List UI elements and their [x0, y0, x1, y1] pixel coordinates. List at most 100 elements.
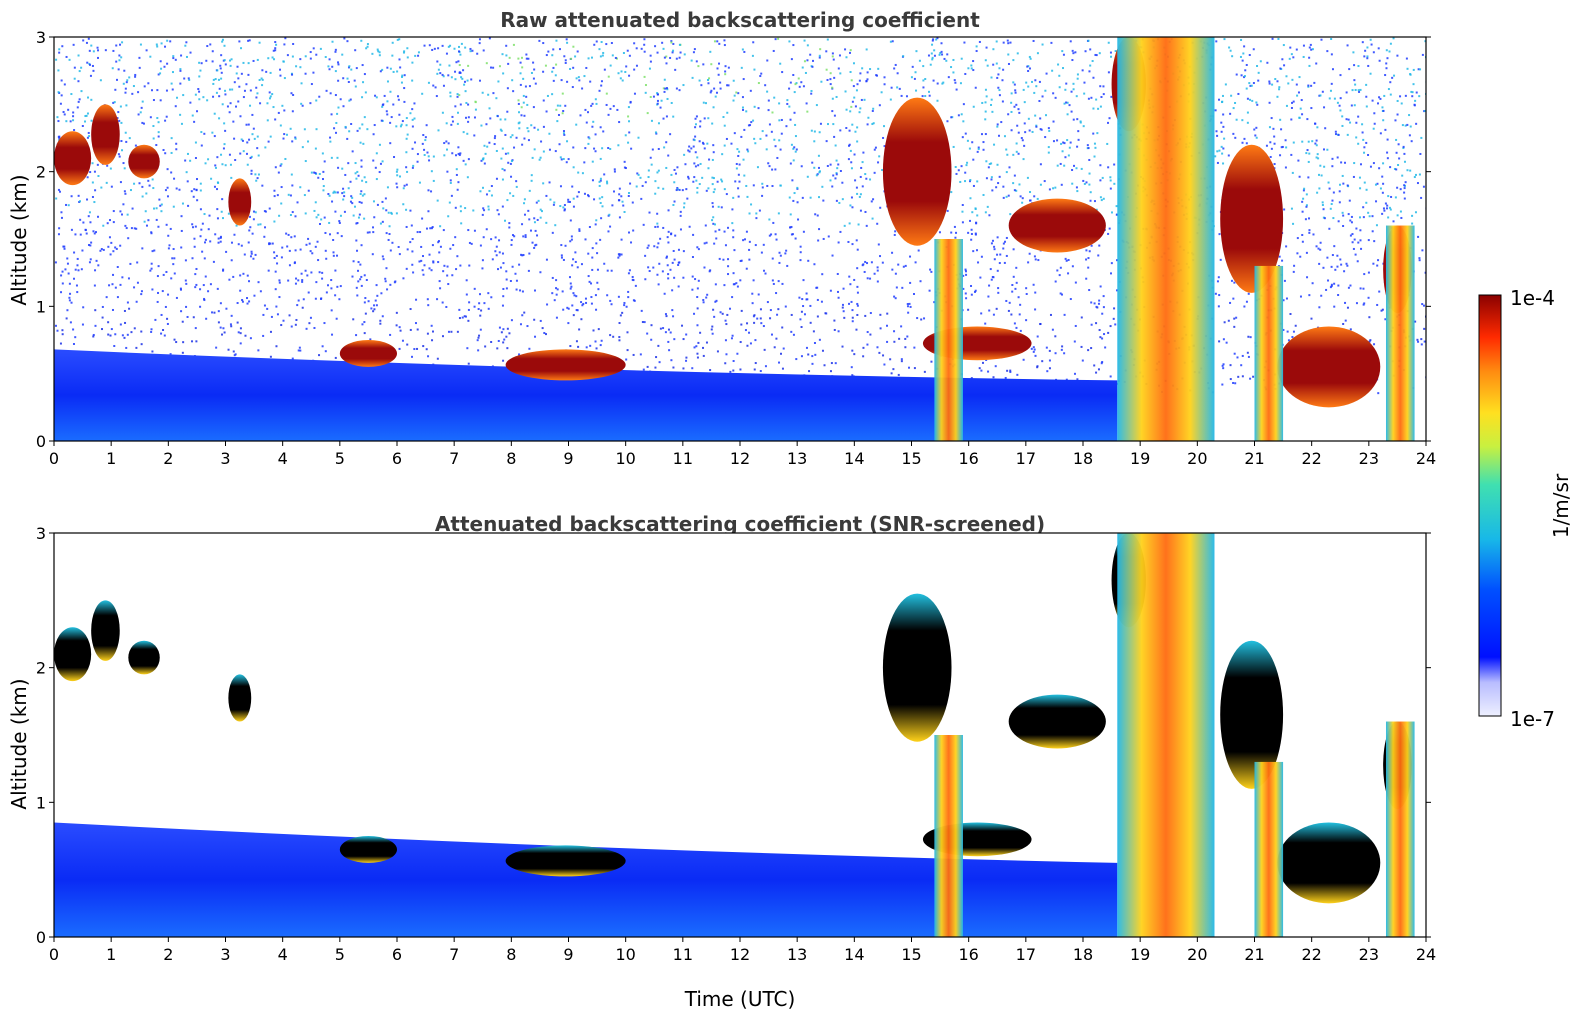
- cloud-feature: [882, 97, 952, 246]
- x-tick-label: 3: [220, 449, 230, 468]
- cloud-feature: [54, 627, 92, 682]
- y-tick-label: 0: [36, 432, 46, 451]
- x-tick-label: 5: [335, 945, 345, 964]
- colorbar-min-label: 1e-7: [1510, 707, 1555, 731]
- x-tick-label: 14: [844, 945, 864, 964]
- raw-ylabel: Altitude (km): [7, 174, 31, 305]
- cloud-feature: [91, 600, 120, 661]
- cloud-feature: [128, 144, 160, 179]
- cloud-feature: [1277, 822, 1381, 904]
- x-tick-label: 5: [335, 449, 345, 468]
- boundary-layer: [54, 822, 1118, 937]
- colorbar: 1e-4 1e-7 1/m/sr: [1478, 286, 1573, 731]
- x-tick-label: 0: [49, 945, 59, 964]
- screened-panel-title: Attenuated backscattering coefficient (S…: [435, 512, 1045, 536]
- precipitation-column: [1117, 37, 1215, 441]
- x-tick-label: 14: [844, 449, 864, 468]
- x-tick-label: 18: [1073, 449, 1093, 468]
- colorbar-gradient: [1478, 294, 1502, 717]
- x-tick-label: 20: [1187, 945, 1207, 964]
- x-tick-label: 10: [615, 945, 635, 964]
- x-tick-label: 17: [1016, 449, 1036, 468]
- cloud-feature: [882, 593, 952, 742]
- x-tick-label: 23: [1359, 449, 1379, 468]
- y-tick-label: 3: [36, 524, 46, 543]
- x-tick-label: 7: [449, 449, 459, 468]
- y-tick-label: 2: [36, 659, 46, 678]
- x-tick-label: 17: [1016, 945, 1036, 964]
- colorbar-unit-label: 1/m/sr: [1549, 473, 1573, 538]
- cloud-feature: [228, 178, 252, 226]
- x-tick-label: 19: [1130, 945, 1150, 964]
- x-tick-label: 22: [1301, 945, 1321, 964]
- cloud-feature: [1008, 198, 1106, 253]
- raw-backscatter-panel: 0 1 2 3 4 5 6 7 8 9 10 11 12 13 14 15 16 17 18 19 20 21 22 23 24…: [36, 28, 1436, 468]
- x-tick-label: 2: [163, 945, 173, 964]
- x-tick-label: 24: [1416, 449, 1436, 468]
- x-tick-label: 13: [787, 945, 807, 964]
- y-tick-label: 3: [36, 28, 46, 47]
- x-tick-label: 11: [673, 945, 693, 964]
- x-tick-label: 15: [901, 449, 921, 468]
- precipitation-column: [934, 239, 963, 441]
- x-tick-label: 2: [163, 449, 173, 468]
- cloud-feature: [505, 349, 626, 381]
- precipitation-column: [1117, 533, 1215, 937]
- x-tick-label: 6: [392, 945, 402, 964]
- x-tick-label: 8: [506, 945, 516, 964]
- y-tick-label: 1: [36, 297, 46, 316]
- x-tick-label: 8: [506, 449, 516, 468]
- precipitation-column: [1385, 721, 1415, 937]
- cloud-feature: [1277, 326, 1381, 408]
- x-tick-label: 24: [1416, 945, 1436, 964]
- x-tick-label: 9: [563, 449, 573, 468]
- cloud-feature: [1220, 144, 1284, 293]
- cloud-feature: [1220, 640, 1284, 789]
- cloud-feature: [91, 104, 120, 165]
- cloud-feature: [1008, 694, 1106, 749]
- x-tick-label: 11: [673, 449, 693, 468]
- screened-backscatter-panel: 0 1 2 3 4 5 6 7 8 9 10 11 12 13 14 15 16 17 18 19 20 21 22 23 24…: [36, 524, 1436, 964]
- y-tick-label: 1: [36, 793, 46, 812]
- x-tick-label: 6: [392, 449, 402, 468]
- x-tick-label: 15: [901, 945, 921, 964]
- cloud-feature: [339, 340, 397, 367]
- boundary-layer: [54, 349, 1118, 441]
- colorbar-max-label: 1e-4: [1510, 286, 1555, 310]
- x-tick-label: 4: [278, 945, 288, 964]
- cloud-feature: [54, 131, 92, 186]
- cloud-feature: [228, 674, 252, 722]
- x-tick-label: 16: [958, 449, 978, 468]
- cloud-feature: [505, 845, 626, 877]
- plot-area: [54, 37, 1426, 441]
- y-tick-label: 0: [36, 928, 46, 947]
- screened-ylabel: Altitude (km): [7, 678, 31, 809]
- x-tick-label: 1: [106, 945, 116, 964]
- raw-panel-title: Raw attenuated backscattering coefficien…: [500, 8, 980, 32]
- x-tick-label: 12: [730, 945, 750, 964]
- x-tick-label: 9: [563, 945, 573, 964]
- x-tick-label: 23: [1359, 945, 1379, 964]
- x-tick-label: 10: [615, 449, 635, 468]
- plot-area: [54, 533, 1426, 937]
- precipitation-column: [1385, 225, 1415, 441]
- x-tick-label: 1: [106, 449, 116, 468]
- precipitation-column: [1254, 761, 1284, 937]
- y-tick-label: 2: [36, 163, 46, 182]
- x-tick-label: 18: [1073, 945, 1093, 964]
- x-tick-label: 12: [730, 449, 750, 468]
- x-tick-label: 3: [220, 945, 230, 964]
- x-tick-label: 19: [1130, 449, 1150, 468]
- x-tick-label: 20: [1187, 449, 1207, 468]
- x-tick-label: 22: [1301, 449, 1321, 468]
- time-xlabel: Time (UTC): [684, 987, 796, 1011]
- x-tick-label: 21: [1244, 449, 1264, 468]
- x-tick-label: 16: [958, 945, 978, 964]
- cloud-feature: [128, 640, 160, 675]
- x-tick-label: 0: [49, 449, 59, 468]
- precipitation-column: [1254, 265, 1284, 441]
- x-tick-label: 21: [1244, 945, 1264, 964]
- cloud-feature: [339, 836, 397, 863]
- x-tick-label: 4: [278, 449, 288, 468]
